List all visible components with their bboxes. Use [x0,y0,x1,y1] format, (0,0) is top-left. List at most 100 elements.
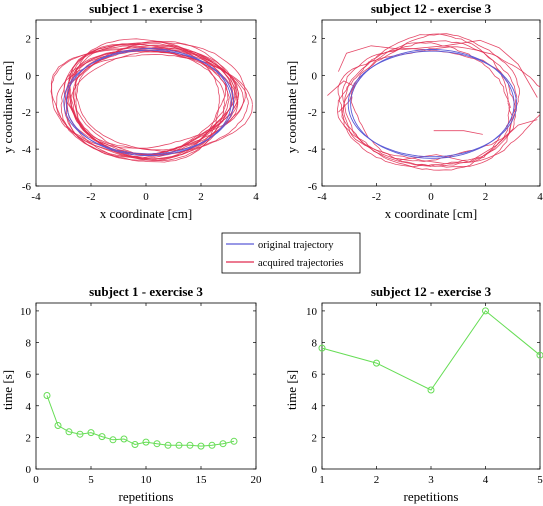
data-point [120,435,128,443]
acquired-trajectory-line [68,41,246,160]
y-axis-label: y coordinate [cm] [284,61,299,153]
x-tick-label: 20 [251,474,263,486]
acquired-trajectory-line [338,39,538,98]
y-axis-label: y coordinate [cm] [0,61,15,153]
original-trajectory-line [65,48,232,156]
plot-area [35,19,257,187]
acquired-trajectory-line [68,40,236,161]
plot-area [321,19,541,187]
x-tick-label: 5 [537,474,543,486]
data-point [43,392,51,399]
trajectory-group [327,33,540,171]
x-tick-label: 10 [141,474,153,486]
x-tick-label: 4 [253,191,259,203]
y-axis-label: time [s] [0,370,15,410]
axis-ticks: 1 2 3 4 5 0 2 4 6 8 10 [306,303,543,486]
y-tick-label: 0 [312,70,318,82]
plot-title: subject 1 - exercise 3 [89,284,203,299]
x-tick-label: 1 [319,474,325,486]
x-tick-label: 3 [428,474,434,486]
x-tick-label: 4 [483,474,489,486]
time-series-line [321,310,541,391]
data-point [153,440,161,448]
y-tick-label: -2 [308,107,317,119]
y-tick-label: 10 [20,306,32,318]
x-tick-label: 0 [33,474,39,486]
y-tick-label: 2 [312,432,318,444]
data-point [164,441,172,449]
time-series-line [46,395,235,447]
plot-area [318,302,543,470]
x-axis-label: x coordinate [cm] [100,206,192,221]
acquired-trajectory-line [350,33,521,168]
original-trajectory-line [347,50,518,158]
plot-area [35,302,257,470]
y-tick-label: 0 [26,70,32,82]
y-tick-label: 2 [312,33,318,45]
x-tick-label: 5 [88,474,94,486]
data-point [482,307,489,315]
x-tick-label: -2 [372,191,381,203]
y-tick-label: 0 [26,464,32,476]
axes-frame [321,302,541,470]
legend: original trajectory acquired trajectorie… [221,232,361,274]
legend-label-original: original trajectory [258,240,334,251]
data-point [131,441,139,448]
time-plot-subject-1: subject 1 - exercise 3 0 5 10 15 20 0 2 4 6 8 10 r… [0,284,262,504]
y-tick-label: 10 [306,306,318,318]
x-tick-label: 2 [374,474,380,486]
acquired-trajectory-line [336,47,516,162]
y-tick-label: -2 [22,107,31,119]
y-tick-label: 4 [312,401,318,413]
y-tick-label: 6 [312,369,318,381]
trajectory-plot-subject-12: subject 12 - exercise 3 -4 -2 0 2 4-6-4-202 … [284,1,543,221]
data-point [54,422,62,429]
trajectory-plot-subject-1: subject 1 - exercise 3 -4 -2 0 2 4-6-4-202 x… [0,1,259,221]
x-tick-label: 0 [428,191,434,203]
data-point [208,441,216,449]
x-tick-label: 15 [196,474,208,486]
plot-title: subject 12 - exercise 3 [371,1,492,16]
acquired-trajectory-line [343,33,510,167]
data-point [230,437,238,445]
acquired-trajectory-line [67,47,240,162]
y-tick-label: 8 [26,338,32,350]
axis-ticks: 0 5 10 15 20 0 2 4 6 8 10 [20,303,262,486]
data-point [142,438,150,446]
x-tick-label: -4 [31,191,41,203]
legend-label-acquired: acquired trajectories [258,258,343,269]
y-tick-label: 4 [26,401,32,413]
data-point [318,344,326,352]
acquired-trajectory-line [66,44,245,149]
y-tick-label: -4 [22,144,32,156]
data-point [427,386,435,394]
original-trajectory-line [63,49,235,155]
data-point [98,433,106,441]
axis-ticks: -4 -2 0 2 4-6-4-202 [22,20,259,203]
trajectory-group [50,38,253,163]
data-point [175,441,183,449]
x-tick-label: 2 [483,191,489,203]
time-plot-subject-12: subject 12 - exercise 3 1 2 3 4 5 0 2 4 6 8 10 rep… [284,284,543,504]
data-point [373,359,380,367]
x-tick-label: 4 [537,191,543,203]
legend-box [221,232,361,274]
data-point [87,429,95,437]
y-tick-label: 6 [26,369,32,381]
y-tick-label: -6 [308,181,318,193]
x-tick-label: -4 [317,191,327,203]
y-tick-label: 0 [312,464,318,476]
acquired-trajectory-line [341,42,513,168]
original-trajectory-line [350,49,515,159]
y-tick-label: 2 [26,432,32,444]
x-tick-label: 2 [198,191,204,203]
plot-title: subject 12 - exercise 3 [371,284,492,299]
data-point [65,428,73,436]
axes-frame [321,19,541,187]
x-axis-label: repetitions [404,489,459,504]
acquired-trajectory-line [398,119,538,163]
data-point [76,430,84,438]
data-point [536,351,543,359]
x-tick-label: 0 [143,191,149,203]
